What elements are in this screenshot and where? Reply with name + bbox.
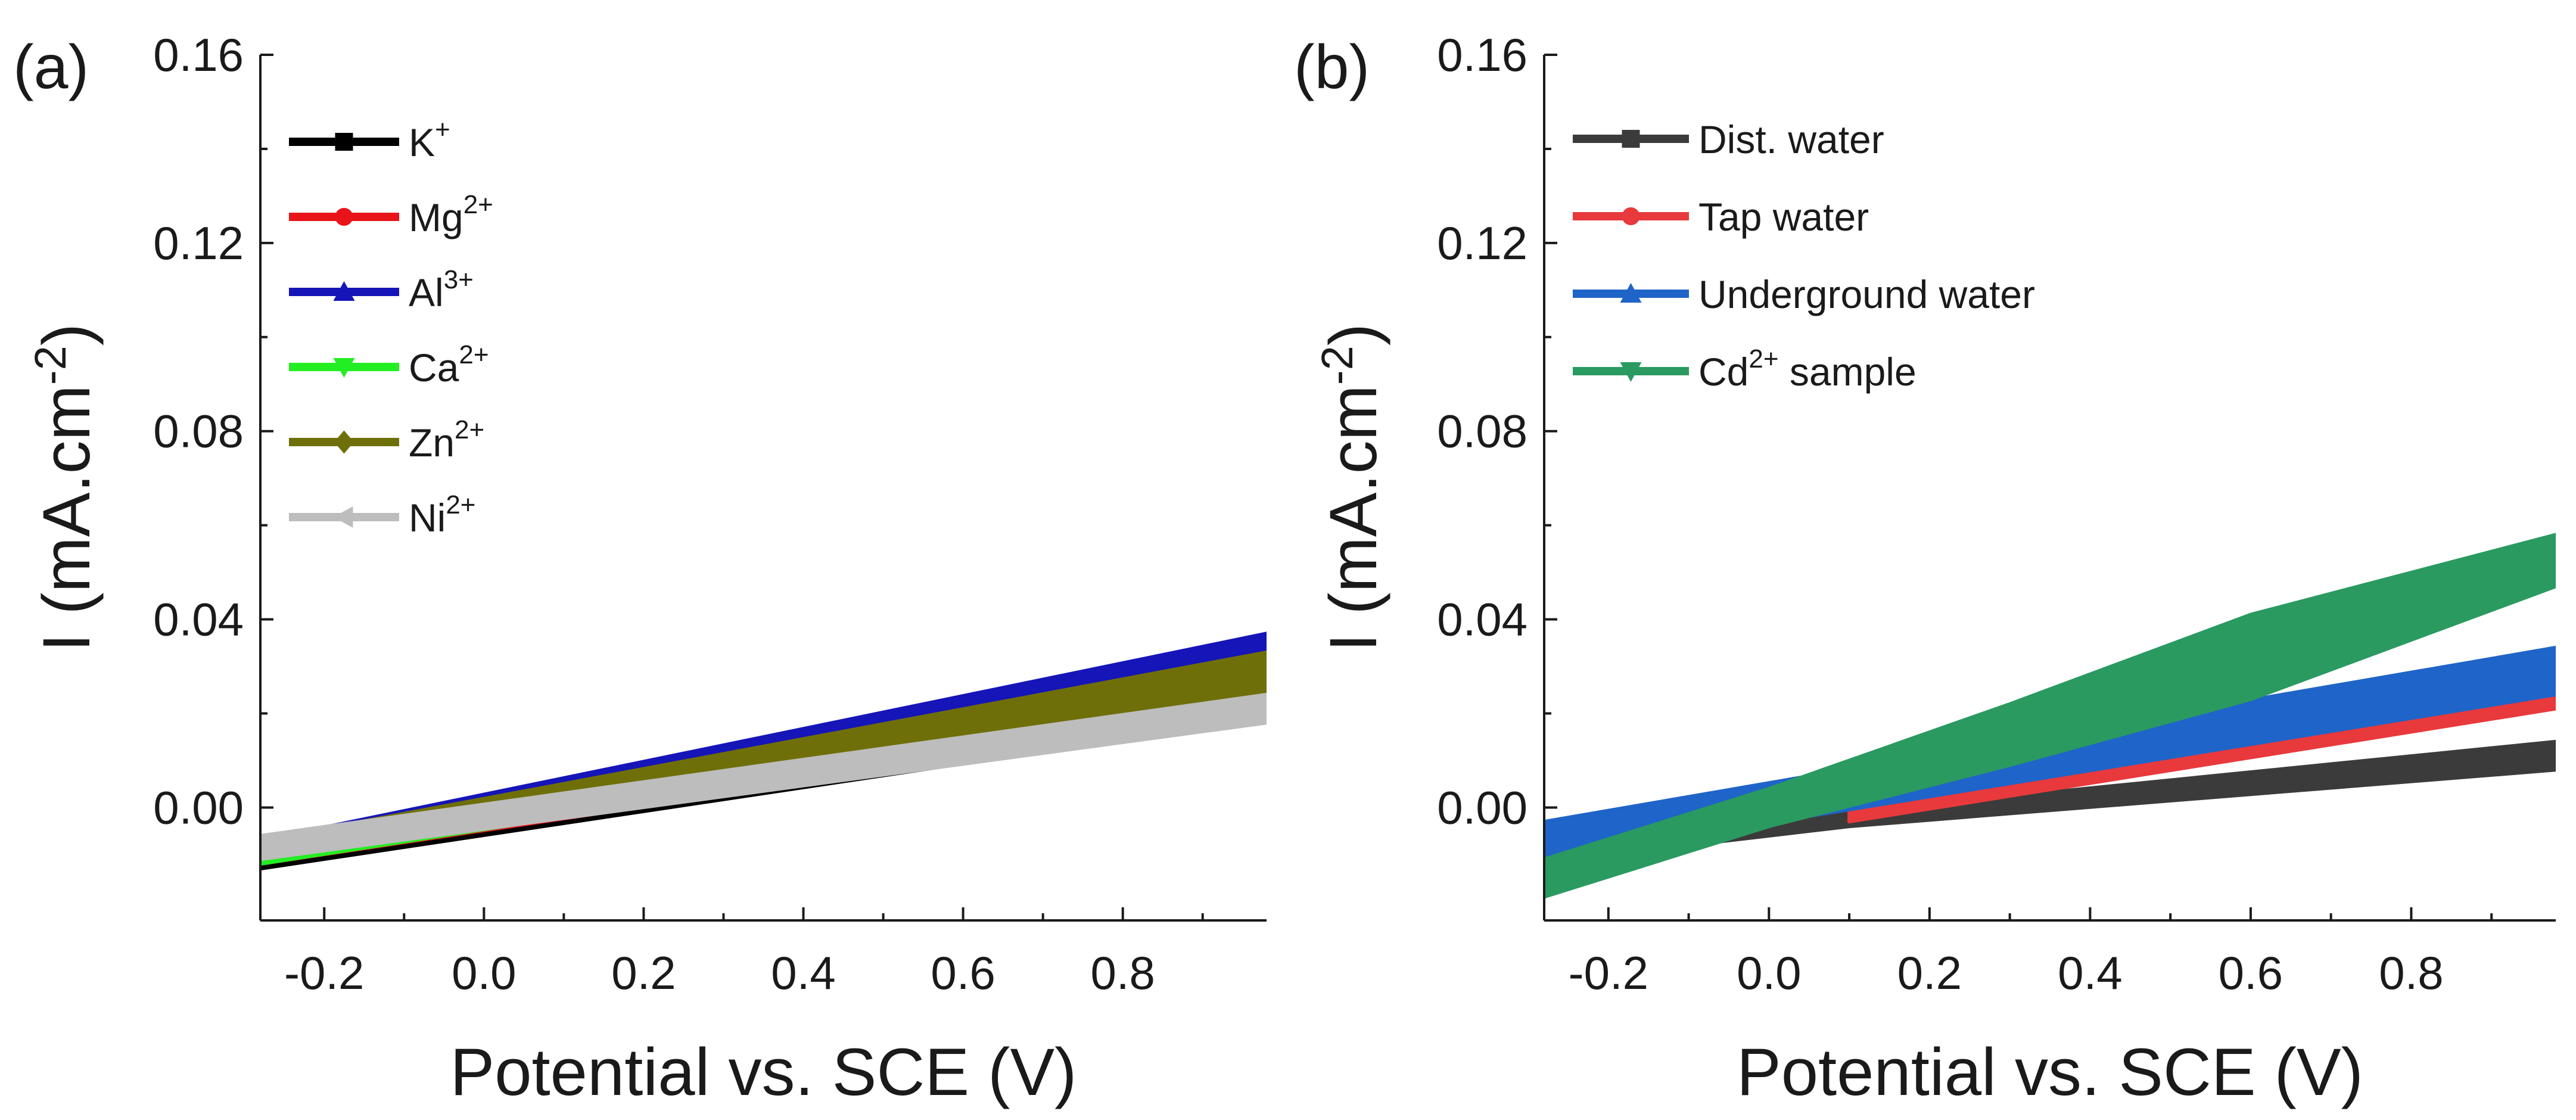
legend-item: Ca2+ xyxy=(289,340,489,390)
legend-marker-square xyxy=(335,133,353,151)
legend-label: Dist. water xyxy=(1698,117,1884,161)
legend-label: K+ xyxy=(409,115,450,164)
x-tick-label: 0.2 xyxy=(1897,947,1962,999)
x-tick-label: 0.4 xyxy=(771,947,835,999)
y-tick-label: 0.08 xyxy=(1437,405,1527,458)
legend-label: Ni2+ xyxy=(409,490,476,540)
legend-label-sup: 2+ xyxy=(1749,344,1778,374)
legend-label-base: Tap water xyxy=(1698,195,1869,239)
y-axis-title-sup: -2 xyxy=(1312,346,1362,385)
y-tick-label: 0.08 xyxy=(153,405,244,458)
legend-label: Ca2+ xyxy=(409,340,489,390)
legend-label-base: Al xyxy=(409,270,444,315)
legend-item: Al3+ xyxy=(289,265,474,315)
legend-label-sup: 2+ xyxy=(463,190,493,219)
y-axis-title-main: I (mA.cm xyxy=(1316,385,1390,652)
legend-label-sup: 2+ xyxy=(459,340,489,369)
y-tick-label: 0.16 xyxy=(1437,29,1527,81)
y-axis-title-close: ) xyxy=(29,323,104,346)
legend-label-base: Ni xyxy=(409,496,446,540)
legend-label-sup: + xyxy=(435,115,450,144)
x-tick-label: -0.2 xyxy=(1569,947,1648,999)
x-tick-label: 0.6 xyxy=(2219,947,2283,999)
legend-marker-diamond xyxy=(334,430,354,454)
legend-label: Cd2+ sample xyxy=(1698,344,1917,394)
panel-a: 0.00 0.04 0.08 0.12 0.16 -0.2 0.0 0.2 0.4 0.6 0.8P… xyxy=(13,29,1267,1109)
panel-label: (b) xyxy=(1294,33,1370,102)
x-tick-label: 0.8 xyxy=(1090,947,1155,999)
y-tick-label: 0.16 xyxy=(153,29,244,81)
legend-item: Mg2+ xyxy=(289,190,493,239)
legend-item: K+ xyxy=(289,115,450,164)
legend-marker-square xyxy=(1622,130,1640,148)
y-axis-title-close: ) xyxy=(1316,323,1390,346)
x-tick-label: 0.2 xyxy=(611,947,676,999)
legend-marker-circle xyxy=(1622,207,1640,225)
y-tick-label: 0.00 xyxy=(153,781,244,833)
y-tick-label: 0.00 xyxy=(1437,781,1527,833)
series-band-3 xyxy=(1544,533,2556,899)
legend-item: Dist. water xyxy=(1573,117,1884,161)
legend-label-base: Mg xyxy=(409,195,463,239)
legend-marker-triangle-up xyxy=(333,281,355,301)
legend-item: Underground water xyxy=(1573,272,2035,316)
legend-label-base: Dist. water xyxy=(1698,117,1884,161)
legend-item: Ni2+ xyxy=(289,490,476,540)
series-group xyxy=(1544,533,2556,899)
x-tick-label: 0.4 xyxy=(2058,947,2122,999)
legend: K+Mg2+Al3+Ca2+Zn2+Ni2+ xyxy=(289,115,493,540)
y-axis-title-sup: -2 xyxy=(26,346,75,385)
panel-b: 0.00 0.04 0.08 0.12 0.16 -0.2 0.0 0.2 0.4 0.6 0.8 P… xyxy=(1294,29,2556,1109)
legend-label-sup: 3+ xyxy=(444,265,474,294)
x-tick-label: 0.6 xyxy=(931,947,995,999)
series-group xyxy=(260,631,1267,871)
legend-marker-triangle-down xyxy=(1620,362,1642,382)
x-tick-label: 0.8 xyxy=(2379,947,2443,999)
legend-label-sup: 2+ xyxy=(455,415,484,444)
y-tick-label: 0.12 xyxy=(1437,217,1527,269)
x-tick-label: -0.2 xyxy=(284,947,364,999)
y-axis-title-main: I (mA.cm xyxy=(29,385,104,652)
y-tick-label: 0.04 xyxy=(1437,593,1527,646)
legend-item: Cd2+ sample xyxy=(1573,344,1917,394)
legend-label-base: Ca xyxy=(409,346,459,390)
legend-label-base: Underground water xyxy=(1698,272,2035,316)
legend-item: Zn2+ xyxy=(289,415,484,465)
legend-label: Al3+ xyxy=(409,265,474,315)
legend-marker-circle xyxy=(335,208,353,226)
legend-label-base: K xyxy=(409,120,435,164)
legend-item: Tap water xyxy=(1573,195,1869,239)
y-tick-label: 0.04 xyxy=(153,593,244,646)
x-tick-label: 0.0 xyxy=(1737,947,1801,999)
x-axis-title: Potential vs. SCE (V) xyxy=(450,1035,1077,1109)
y-axis-title: I (mA.cm-2) xyxy=(26,323,104,652)
legend-marker-triangle-up xyxy=(1620,283,1642,303)
legend-marker-triangle-left xyxy=(333,506,353,528)
x-axis-title: Potential vs. SCE (V) xyxy=(1737,1035,2363,1109)
legend-marker-triangle-down xyxy=(333,358,355,378)
panel-label: (a) xyxy=(13,33,89,102)
legend-label: Tap water xyxy=(1698,195,1869,239)
legend: Dist. water Tap water Underground water Cd2… xyxy=(1573,117,2035,394)
legend-label-base: Cd xyxy=(1698,350,1749,394)
y-tick-label: 0.12 xyxy=(153,217,244,269)
y-axis-title: I (mA.cm-2) xyxy=(1312,323,1390,652)
legend-label-base: Zn xyxy=(409,421,455,465)
legend-label-after: sample xyxy=(1779,350,1917,394)
legend-label: Zn2+ xyxy=(409,415,484,465)
legend-label-sup: 2+ xyxy=(446,490,475,519)
legend-label: Mg2+ xyxy=(409,190,493,239)
legend-label: Underground water xyxy=(1698,272,2035,316)
x-tick-label: 0.0 xyxy=(452,947,516,999)
series-band-5 xyxy=(260,693,1267,861)
